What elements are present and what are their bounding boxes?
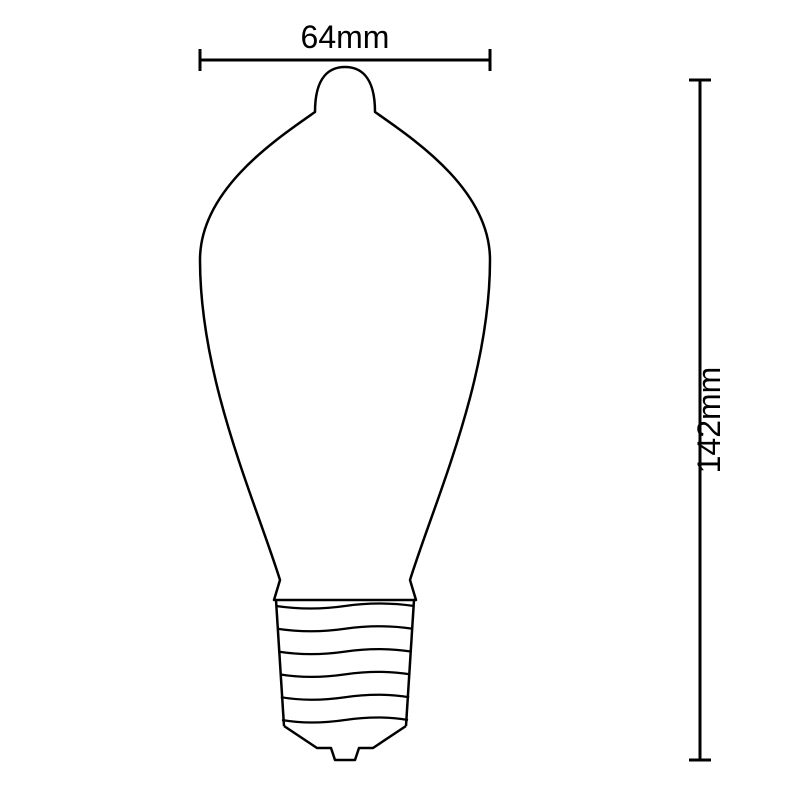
height-dimension-label: 142mm xyxy=(691,367,727,474)
thread-line xyxy=(278,649,411,654)
thread-line xyxy=(282,718,408,723)
thread-line xyxy=(276,604,414,609)
height-dimension: 142mm xyxy=(689,80,727,760)
socket-side xyxy=(276,600,284,726)
bulb-outline xyxy=(200,67,490,760)
bulb-technical-drawing: 64mm 142mm xyxy=(0,0,800,800)
diagram-container: 64mm 142mm xyxy=(0,0,800,800)
bulb-glass-path xyxy=(200,67,490,600)
thread-line xyxy=(277,626,413,631)
width-dimension-label: 64mm xyxy=(301,19,390,55)
socket-threads xyxy=(276,600,414,726)
thread-line xyxy=(280,672,411,677)
width-dimension: 64mm xyxy=(200,19,490,71)
thread-line xyxy=(281,695,409,700)
socket-side xyxy=(406,600,414,726)
socket-contact-path xyxy=(284,726,406,760)
